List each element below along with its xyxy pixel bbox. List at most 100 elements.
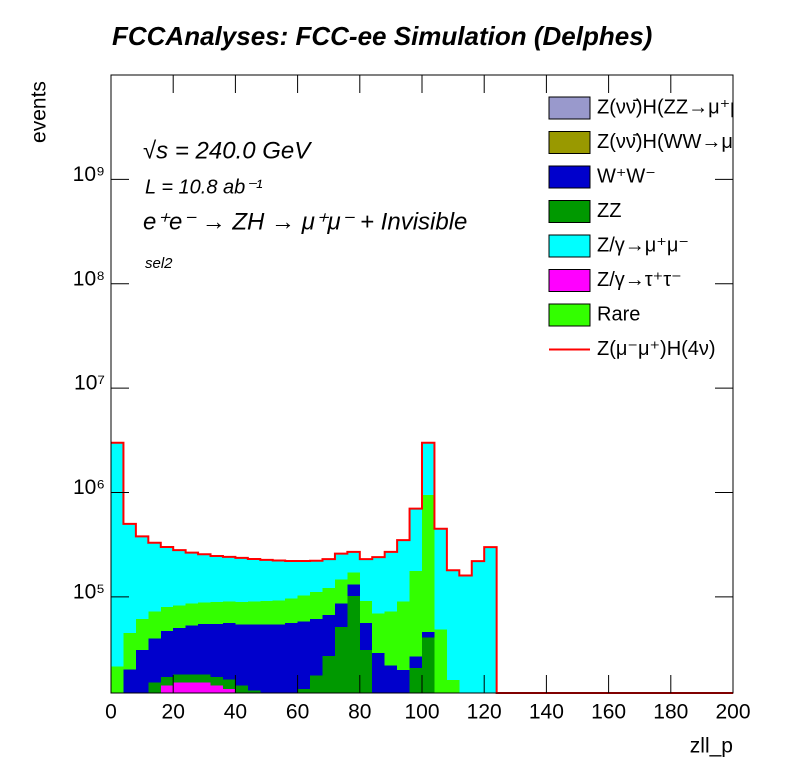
- histogram-bar: [422, 495, 435, 633]
- histogram-bar: [322, 614, 335, 657]
- histogram-bar: [111, 442, 124, 667]
- histogram-bar: [272, 560, 286, 601]
- histogram-bar: [148, 611, 161, 639]
- histogram-bar: [471, 561, 485, 693]
- histogram-bar: [347, 572, 360, 585]
- legend-swatch: [548, 96, 591, 120]
- histogram-bar: [222, 679, 236, 689]
- histogram-bar: [160, 676, 174, 686]
- histogram-bar: [409, 667, 422, 693]
- histogram-bar: [123, 523, 136, 633]
- histogram-bar: [135, 619, 149, 650]
- histogram-bar: [334, 626, 348, 693]
- histogram-bar: [123, 632, 136, 670]
- histogram-bar: [198, 602, 211, 624]
- histogram-bar: [372, 652, 385, 693]
- legend-label: Z/γ→τ⁺τ⁻: [597, 269, 682, 291]
- histogram-bar: [222, 557, 236, 602]
- chart-title: FCCAnalyses: FCC-ee Simulation (Delphes): [112, 21, 652, 51]
- histogram-bar: [384, 611, 398, 666]
- histogram-bar: [222, 601, 236, 624]
- histogram-bar: [446, 680, 460, 693]
- histogram-bar: [372, 613, 385, 653]
- histogram-bar: [384, 551, 398, 612]
- x-tick-label: 0: [105, 701, 117, 724]
- histogram-bar: [173, 682, 186, 693]
- histogram-bar: [272, 600, 286, 625]
- legend-label: Z(μ⁻μ⁺)H(4ν): [597, 338, 716, 360]
- legend-label: Z(νν̄)H(ZZ→μ⁺μ⁻ν: [597, 96, 762, 118]
- histogram-bar: [397, 670, 410, 693]
- histogram-bar: [235, 558, 248, 603]
- histogram-bar: [334, 579, 348, 604]
- histogram-bar: [173, 605, 186, 629]
- histogram-bar: [372, 557, 385, 614]
- histogram-bar: [210, 602, 223, 624]
- x-tick-label: 140: [529, 701, 564, 724]
- legend-swatch: [548, 200, 591, 223]
- x-tick-label: 180: [653, 701, 688, 724]
- histogram-bar: [198, 554, 211, 603]
- histogram-bar: [111, 666, 124, 693]
- histogram-bar: [484, 547, 497, 693]
- histogram-bar: [409, 656, 422, 668]
- histogram-bar: [198, 623, 211, 675]
- histogram-bar: [272, 624, 286, 693]
- histogram-bar: [434, 629, 447, 693]
- y-tick-label: 10⁸: [73, 267, 105, 290]
- histogram-bar: [334, 603, 348, 627]
- annotation: e⁺e⁻ → ZH → μ⁺μ⁻ + Invisible: [143, 208, 467, 235]
- histogram-bar: [359, 601, 373, 624]
- histogram-bar: [446, 570, 460, 681]
- histogram-bar: [260, 601, 273, 625]
- histogram-bar: [210, 685, 223, 693]
- legend-label: Rare: [597, 303, 640, 325]
- y-tick-label: 10⁷: [74, 372, 105, 395]
- legend-swatch: [548, 234, 591, 258]
- histogram-bar: [123, 669, 136, 693]
- histogram-bar: [185, 682, 199, 693]
- plot-area: 0 20 40 60 80 100 120 140 160 180 200 10⁵ 10⁶ 10⁷ 10⁸ 1…: [73, 75, 751, 724]
- histogram-bar: [459, 575, 472, 693]
- histogram-bar: [347, 596, 360, 693]
- legend-swatch: [548, 165, 591, 189]
- legend: Z(νν̄)H(ZZ→μ⁺μ⁻ν Z(νν̄)H(WW→μ⁺νμ W⁺W⁻ ZZ Z/γ…: [548, 96, 765, 360]
- histogram-bar: [210, 556, 223, 603]
- x-tick-label: 120: [467, 701, 502, 724]
- histogram-bar: [185, 603, 199, 626]
- frame: [110, 74, 734, 694]
- annotation: sel2: [145, 255, 173, 272]
- x-tick-label: 40: [224, 701, 247, 724]
- histogram-bar: [334, 553, 348, 580]
- legend-label: Z(νν̄)H(WW→μ⁺νμ: [597, 131, 765, 153]
- histogram-bar: [235, 624, 248, 686]
- histogram-bar: [359, 623, 373, 650]
- histogram-bar: [210, 676, 223, 686]
- histogram-bar: [260, 560, 273, 602]
- histogram-bar: [285, 598, 298, 624]
- histogram-bar: [347, 551, 360, 573]
- histogram-bar: [359, 649, 373, 693]
- histogram-bar: [173, 550, 186, 606]
- histogram-bar: [160, 630, 174, 677]
- histogram-bar: [297, 621, 311, 689]
- histogram-bar: [222, 623, 236, 680]
- x-tick-label: 20: [162, 701, 185, 724]
- histogram-bar: [297, 561, 311, 596]
- y-tick-label: 10⁵: [73, 580, 105, 603]
- histogram-bar: [310, 591, 323, 619]
- histogram-bar: [173, 674, 186, 683]
- histogram-bar: [148, 682, 161, 693]
- histogram-bar: [347, 584, 360, 597]
- y-tick-label: 10⁹: [73, 163, 105, 186]
- histogram-bar: [422, 442, 435, 496]
- histogram-bar: [173, 628, 186, 675]
- histogram-bar: [247, 601, 261, 625]
- histogram-bar: [422, 637, 435, 693]
- histogram-bar: [222, 688, 236, 693]
- histogram-bar: [235, 602, 248, 625]
- histogram-bar: [260, 624, 273, 693]
- signal-line: [111, 441, 733, 694]
- histogram-bar: [310, 675, 323, 693]
- histogram-bar: [422, 632, 435, 638]
